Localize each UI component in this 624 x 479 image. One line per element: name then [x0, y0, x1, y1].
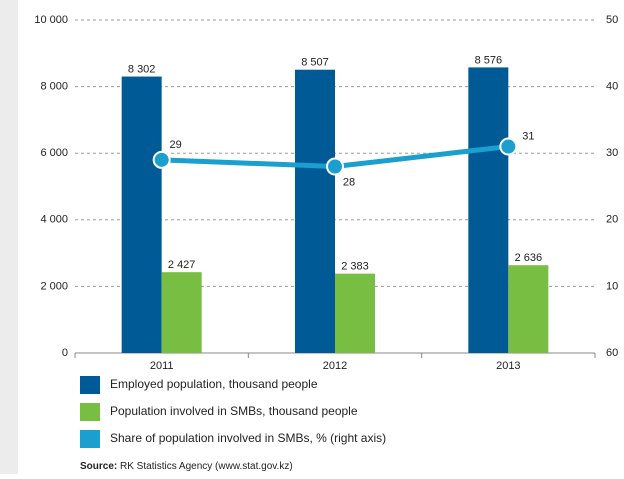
bar-value-label: 8 302 — [128, 63, 156, 75]
bar-value-label: 8 576 — [475, 54, 503, 66]
x-tick-label: 2013 — [496, 360, 520, 372]
bar-value-label: 8 507 — [301, 57, 329, 69]
legend-swatch — [80, 430, 100, 448]
x-tick-label: 2011 — [150, 360, 174, 372]
line-point — [326, 157, 344, 176]
y-tick-label: 0 — [62, 347, 68, 359]
bar-value-label: 2 636 — [515, 252, 543, 264]
y-tick-label: 4 000 — [40, 214, 68, 226]
y-tick-label: 6 000 — [40, 147, 68, 159]
bar — [121, 76, 162, 354]
y-tick-label: 2 000 — [40, 280, 68, 292]
x-tick-label: 2012 — [323, 360, 347, 372]
y-tick-label: 10 000 — [34, 14, 68, 26]
line-value-label: 31 — [522, 130, 534, 142]
y2-tick-label: 10 — [606, 280, 618, 292]
legend-label: Population involved in SMBs, thousand pe… — [110, 404, 358, 418]
legend-label: Share of population involved in SMBs, % … — [110, 431, 386, 445]
bar — [161, 272, 202, 353]
y2-tick-label: 40 — [606, 81, 618, 93]
line-point — [152, 150, 171, 169]
side-strip — [0, 0, 18, 474]
legend-swatch — [80, 376, 100, 394]
y-tick-label: 8 000 — [40, 81, 68, 93]
y2-tick-label: 30 — [606, 147, 618, 159]
y2-tick-label: 60 — [606, 347, 618, 359]
bar — [508, 265, 549, 353]
bar-value-label: 2 427 — [168, 259, 196, 271]
bar — [468, 67, 509, 354]
line-point — [499, 137, 518, 156]
legend-swatch — [80, 403, 100, 421]
source-label: Source: — [80, 461, 117, 472]
bar — [335, 273, 375, 353]
source: Source: RK Statistics Agency (www.stat.g… — [80, 461, 293, 472]
bar-value-label: 2 383 — [341, 261, 369, 273]
legend-label: Employed population, thousand people — [110, 377, 318, 391]
y2-tick-label: 20 — [606, 214, 618, 226]
source-text: RK Statistics Agency (www.stat.gov.kz) — [120, 461, 293, 472]
line-value-label: 29 — [170, 139, 182, 151]
bar — [295, 69, 335, 353]
y2-tick-label: 50 — [606, 14, 618, 26]
line-value-label: 28 — [343, 176, 355, 188]
